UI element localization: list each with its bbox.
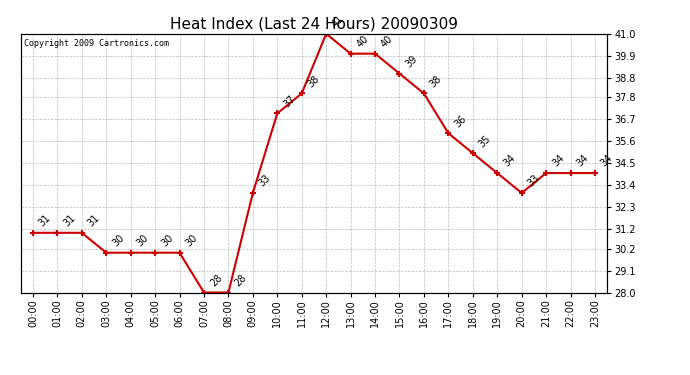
Text: 34: 34 [550, 153, 566, 169]
Title: Heat Index (Last 24 Hours) 20090309: Heat Index (Last 24 Hours) 20090309 [170, 16, 458, 31]
Text: 38: 38 [306, 74, 322, 89]
Text: 30: 30 [135, 233, 150, 249]
Text: 37: 37 [282, 93, 297, 109]
Text: 30: 30 [159, 233, 175, 249]
Text: 39: 39 [404, 54, 420, 69]
Text: 34: 34 [599, 153, 615, 169]
Text: 30: 30 [110, 233, 126, 249]
Text: Copyright 2009 Cartronics.com: Copyright 2009 Cartronics.com [23, 39, 168, 48]
Text: 31: 31 [37, 213, 53, 229]
Text: 33: 33 [257, 173, 273, 189]
Text: 34: 34 [502, 153, 517, 169]
Text: 40: 40 [355, 34, 371, 50]
Text: 33: 33 [526, 173, 542, 189]
Text: 31: 31 [61, 213, 77, 229]
Text: 38: 38 [428, 74, 444, 89]
Text: 28: 28 [233, 273, 248, 288]
Text: 28: 28 [208, 273, 224, 288]
Text: 34: 34 [575, 153, 591, 169]
Text: 40: 40 [380, 34, 395, 50]
Text: 35: 35 [477, 133, 493, 149]
Text: 41: 41 [331, 14, 346, 30]
Text: 30: 30 [184, 233, 199, 249]
Text: 31: 31 [86, 213, 101, 229]
Text: 36: 36 [453, 113, 469, 129]
